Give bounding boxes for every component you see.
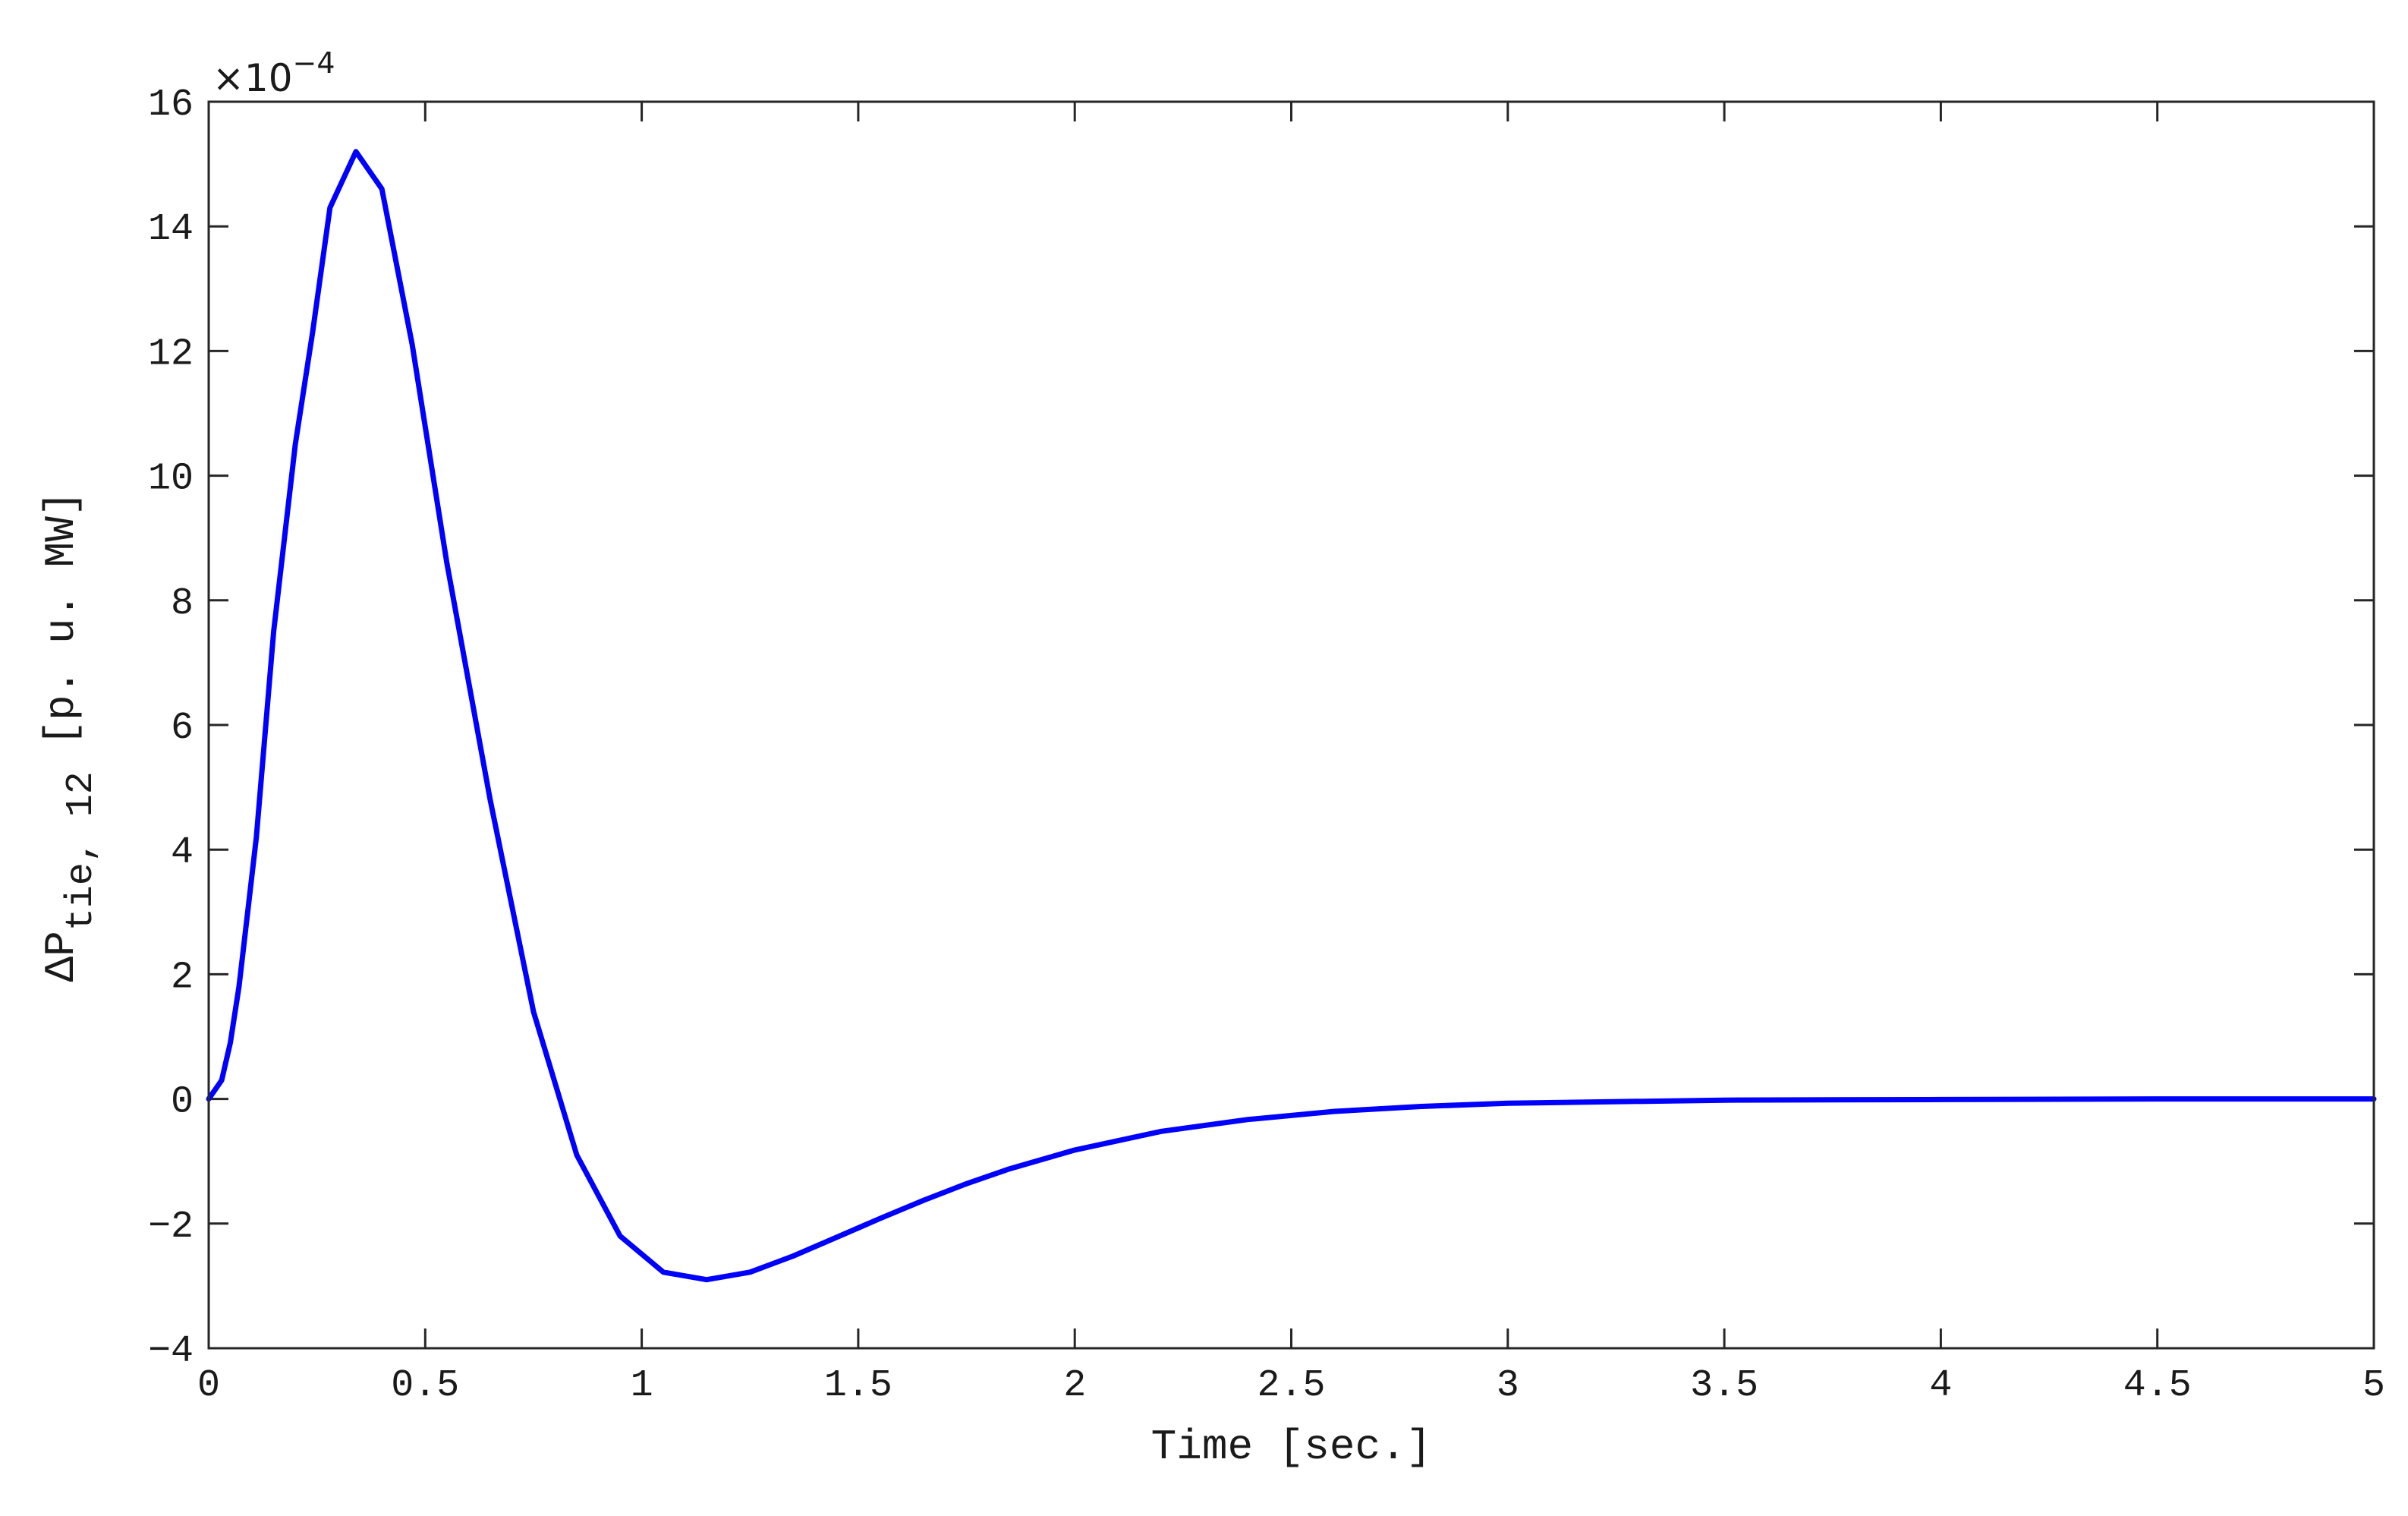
x-tick-label: 1 [631,1364,653,1407]
x-tick-label: 2.5 [1257,1364,1325,1407]
y-axis-label-suffix: [p. u. MW] [37,491,86,772]
x-tick-label: 3 [1497,1364,1519,1407]
y-axis-exponent: ×10−4 [212,46,335,100]
y-axis-exponent-value: −4 [293,46,335,80]
series-line [206,149,2377,1283]
y-tick-label: 2 [171,956,194,999]
y-tick-label: 14 [148,208,194,251]
y-tick-label: 6 [171,707,194,750]
x-tick-label: 4 [1929,1364,1952,1407]
y-axis-multiplier: ×10 [212,56,293,100]
y-tick-label: 4 [171,831,194,875]
x-tick-label: 0.5 [391,1364,459,1407]
y-axis-label-prefix: ΔP [37,931,86,982]
x-axis-label: Time [sec.] [1151,1423,1432,1471]
y-tick-label: 12 [148,333,194,376]
y-tick-label: −2 [148,1206,194,1249]
x-tick-label: 3.5 [1690,1364,1758,1407]
x-tick-label: 2 [1063,1364,1086,1407]
x-tick-label: 5 [2362,1364,2385,1407]
axis-ticks [207,100,2375,1350]
y-tick-labels: −4 −2 0 2 4 6 8 10 12 14 16 [148,84,194,1373]
x-tick-label: 4.5 [2123,1364,2192,1407]
y-tick-label: 10 [148,458,194,501]
y-axis-label: ΔPtie, 12 [p. u. MW] [37,491,103,982]
y-axis-label-subscript: tie, 12 [60,771,103,931]
x-tick-labels: 0 0.5 1 1.5 2 2.5 3 3.5 4 4.5 5 [197,1364,2385,1407]
y-tick-label: 16 [148,84,194,127]
y-tick-label: 0 [171,1081,194,1124]
x-tick-label: 1.5 [824,1364,892,1407]
y-tick-label: −4 [148,1330,194,1373]
plot-area-frame [207,100,2375,1350]
x-tick-label: 0 [197,1364,220,1407]
y-tick-label: 8 [171,582,194,626]
